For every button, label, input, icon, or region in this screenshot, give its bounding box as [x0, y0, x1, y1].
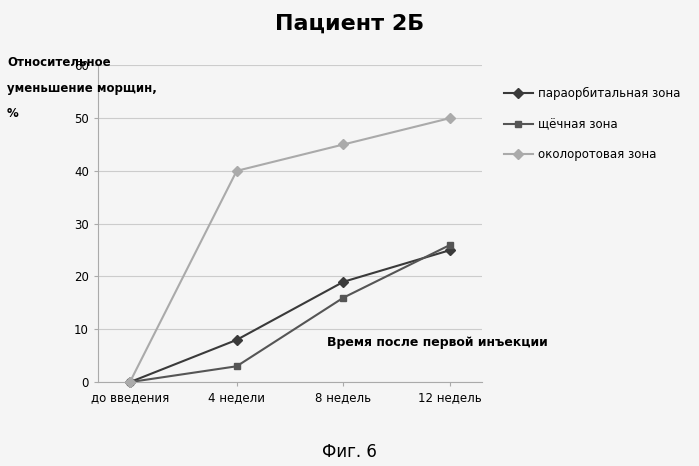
Line: щёчная зона: щёчная зона [127, 241, 454, 385]
околоротовая зона [126, 379, 134, 385]
Text: Пациент 2Б: Пациент 2Б [275, 14, 424, 34]
Text: Время после первой инъекции: Время после первой инъекции [327, 336, 548, 349]
Legend: параорбитальная зона, щёчная зона, околоротовая зона: параорбитальная зона, щёчная зона, около… [503, 87, 680, 162]
параорбитальная зона [339, 279, 347, 285]
Text: Относительное: Относительное [7, 56, 110, 69]
щёчная зона [339, 295, 347, 301]
щёчная зона [446, 242, 454, 247]
параорбитальная зона [446, 247, 454, 253]
параорбитальная зона [126, 379, 134, 385]
щёчная зона [233, 363, 241, 369]
Line: околоротовая зона: околоротовая зона [127, 115, 454, 385]
околоротовая зона [339, 142, 347, 147]
околоротовая зона [233, 168, 241, 174]
щёчная зона [126, 379, 134, 385]
околоротовая зона [446, 115, 454, 121]
Text: уменьшение морщин,: уменьшение морщин, [7, 82, 157, 95]
параорбитальная зона [233, 337, 241, 343]
Line: параорбитальная зона: параорбитальная зона [127, 247, 454, 385]
Text: Фиг. 6: Фиг. 6 [322, 443, 377, 461]
Text: %: % [7, 107, 19, 120]
